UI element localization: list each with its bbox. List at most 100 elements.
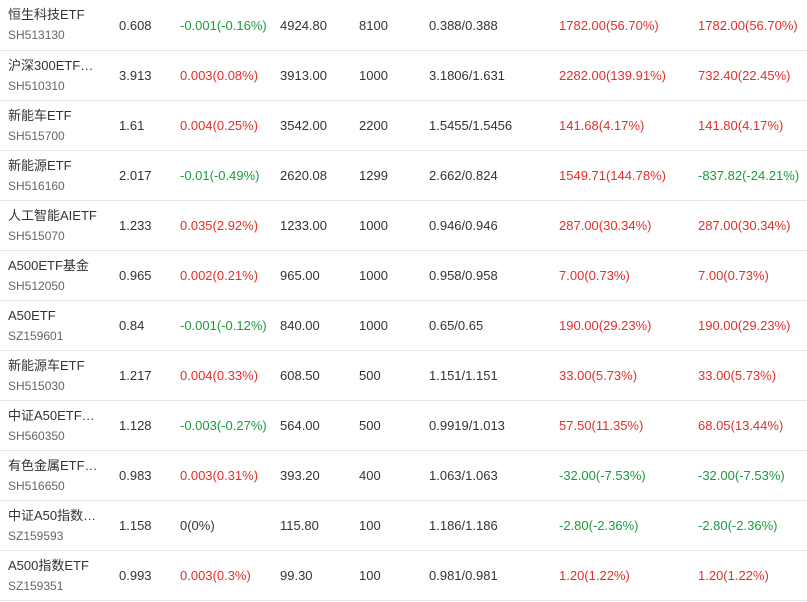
- price-change: -0.01(-0.49%): [180, 168, 260, 183]
- table-row[interactable]: 有色金属ETF… SH516650 0.983 0.003(0.31%) 393.20 4…: [0, 451, 807, 501]
- cost-price: 3.1806/1.631: [429, 68, 505, 83]
- table-row[interactable]: 恒生科技ETF SH513130 0.608 -0.001(-0.16%) 4924.8…: [0, 0, 807, 51]
- market-value: 2620.08: [280, 168, 327, 183]
- holding-profit-loss: -32.00(-7.53%): [559, 468, 646, 483]
- holding-profit-loss: 57.50(11.35%): [559, 418, 644, 433]
- fund-code: SH515700: [8, 128, 65, 143]
- price: 1.233: [119, 218, 152, 233]
- table-row[interactable]: A50ETF SZ159601 0.84 -0.001(-0.12%) 840.00 10…: [0, 301, 807, 351]
- quantity: 500: [359, 418, 381, 433]
- fund-name[interactable]: 沪深300ETF…: [8, 57, 94, 73]
- table-row[interactable]: 沪深300ETF… SH510310 3.913 0.003(0.08%) 3913.0…: [0, 51, 807, 101]
- holding-profit-loss: 1782.00(56.70%): [559, 17, 659, 33]
- fund-name-cell: 新能车ETF SH515700: [8, 101, 108, 150]
- fund-name-cell: 沪深300ETF… SH510310: [8, 51, 108, 100]
- quantity: 500: [359, 368, 381, 383]
- table-row[interactable]: A500ETF基金 SH512050 0.965 0.002(0.21%) 965.00…: [0, 251, 807, 301]
- price: 0.993: [119, 568, 152, 583]
- price-change: 0(0%): [180, 518, 215, 533]
- profit-loss: 68.05(13.44%): [698, 418, 784, 433]
- price: 1.61: [119, 118, 145, 133]
- fund-code: SZ159351: [8, 578, 64, 593]
- quantity: 1000: [359, 268, 388, 283]
- fund-name[interactable]: 中证A50ETF…: [8, 407, 95, 423]
- cost-price: 1.5455/1.5456: [429, 118, 513, 133]
- holding-profit-loss: -2.80(-2.36%): [559, 518, 639, 533]
- price: 3.913: [119, 68, 152, 83]
- fund-code: SH516160: [8, 178, 65, 193]
- profit-loss: 7.00(0.73%): [698, 268, 769, 283]
- price-change: 0.003(0.3%): [180, 568, 251, 583]
- cost-price: 1.151/1.151: [429, 368, 498, 383]
- quantity: 1000: [359, 218, 388, 233]
- market-value: 965.00: [280, 268, 320, 283]
- fund-name[interactable]: 恒生科技ETF: [8, 7, 85, 22]
- fund-name-cell: 中证A50ETF… SH560350: [8, 401, 108, 450]
- quantity: 1299: [359, 168, 388, 183]
- price: 0.84: [119, 318, 145, 333]
- price-change: 0.004(0.33%): [180, 368, 259, 383]
- profit-loss: 732.40(22.45%): [698, 68, 791, 83]
- profit-loss: -2.80(-2.36%): [698, 518, 778, 533]
- fund-name[interactable]: A500指数ETF: [8, 557, 89, 573]
- fund-name-cell: 新能源车ETF SH515030: [8, 351, 108, 400]
- table-row[interactable]: 新能源ETF SH516160 2.017 -0.01(-0.49%) 2620.08 1…: [0, 151, 807, 201]
- fund-name[interactable]: 人工智能AIETF: [8, 207, 97, 223]
- profit-loss: -32.00(-7.53%): [698, 468, 785, 483]
- quantity: 400: [359, 468, 381, 483]
- cost-price: 0.958/0.958: [429, 268, 498, 283]
- profit-loss: 1782.00(56.70%): [698, 17, 798, 33]
- table-row[interactable]: A500指数ETF SZ159351 0.993 0.003(0.3%) 99.30 10…: [0, 551, 807, 601]
- fund-code: SH512050: [8, 278, 65, 293]
- market-value: 99.30: [280, 568, 313, 583]
- fund-name[interactable]: A500ETF基金: [8, 257, 89, 273]
- cost-price: 0.946/0.946: [429, 218, 498, 233]
- fund-name[interactable]: 中证A50指数…: [8, 507, 97, 523]
- profit-loss: -837.82(-24.21%): [698, 168, 800, 183]
- price-change: 0.003(0.31%): [180, 468, 259, 483]
- fund-code: SH515070: [8, 228, 65, 243]
- fund-name[interactable]: A50ETF: [8, 307, 56, 323]
- market-value: 3542.00: [280, 118, 327, 133]
- table-row[interactable]: 人工智能AIETF SH515070 1.233 0.035(2.92%) 1233.0…: [0, 201, 807, 251]
- profit-loss: 287.00(30.34%): [698, 218, 791, 233]
- market-value: 3913.00: [280, 68, 327, 83]
- holding-profit-loss: 7.00(0.73%): [559, 268, 630, 283]
- fund-name[interactable]: 新能源车ETF: [8, 357, 85, 373]
- price: 0.965: [119, 268, 152, 283]
- quantity: 2200: [359, 118, 388, 133]
- fund-name-cell: A500ETF基金 SH512050: [8, 251, 108, 300]
- table-row[interactable]: 新能车ETF SH515700 1.61 0.004(0.25%) 3542.00 220…: [0, 101, 807, 151]
- table-row[interactable]: 中证A50指数… SZ159593 1.158 0(0%) 115.80 100 1.186…: [0, 501, 807, 551]
- profit-loss: 33.00(5.73%): [698, 368, 777, 383]
- fund-name[interactable]: 有色金属ETF…: [8, 457, 98, 473]
- cost-price: 0.981/0.981: [429, 568, 498, 583]
- holding-profit-loss: 1.20(1.22%): [559, 568, 630, 583]
- price-change: 0.004(0.25%): [180, 118, 259, 133]
- quantity: 8100: [359, 17, 388, 33]
- fund-name[interactable]: 新能源ETF: [8, 157, 72, 173]
- price: 1.158: [119, 518, 152, 533]
- fund-name-cell: 中证A50指数… SZ159593: [8, 501, 108, 550]
- fund-code: SH516650: [8, 478, 65, 493]
- price: 1.128: [119, 418, 152, 433]
- table-row[interactable]: 新能源车ETF SH515030 1.217 0.004(0.33%) 608.50 50…: [0, 351, 807, 401]
- fund-name-cell: 恒生科技ETF SH513130: [8, 0, 108, 50]
- fund-code: SH515030: [8, 378, 65, 393]
- fund-code: SZ159601: [8, 328, 64, 343]
- quantity: 1000: [359, 68, 388, 83]
- fund-code: SH560350: [8, 428, 65, 443]
- price-change: 0.003(0.08%): [180, 68, 259, 83]
- cost-price: 0.388/0.388: [429, 17, 498, 33]
- fund-name-cell: 人工智能AIETF SH515070: [8, 201, 108, 250]
- fund-name-cell: 新能源ETF SH516160: [8, 151, 108, 200]
- cost-price: 0.65/0.65: [429, 318, 484, 333]
- table-row[interactable]: 中证A50ETF… SH560350 1.128 -0.003(-0.27%) 564.…: [0, 401, 807, 451]
- market-value: 393.20: [280, 468, 320, 483]
- price: 2.017: [119, 168, 152, 183]
- fund-name[interactable]: 新能车ETF: [8, 107, 72, 123]
- price: 1.217: [119, 368, 152, 383]
- price: 0.608: [119, 17, 152, 33]
- cost-price: 2.662/0.824: [429, 168, 498, 183]
